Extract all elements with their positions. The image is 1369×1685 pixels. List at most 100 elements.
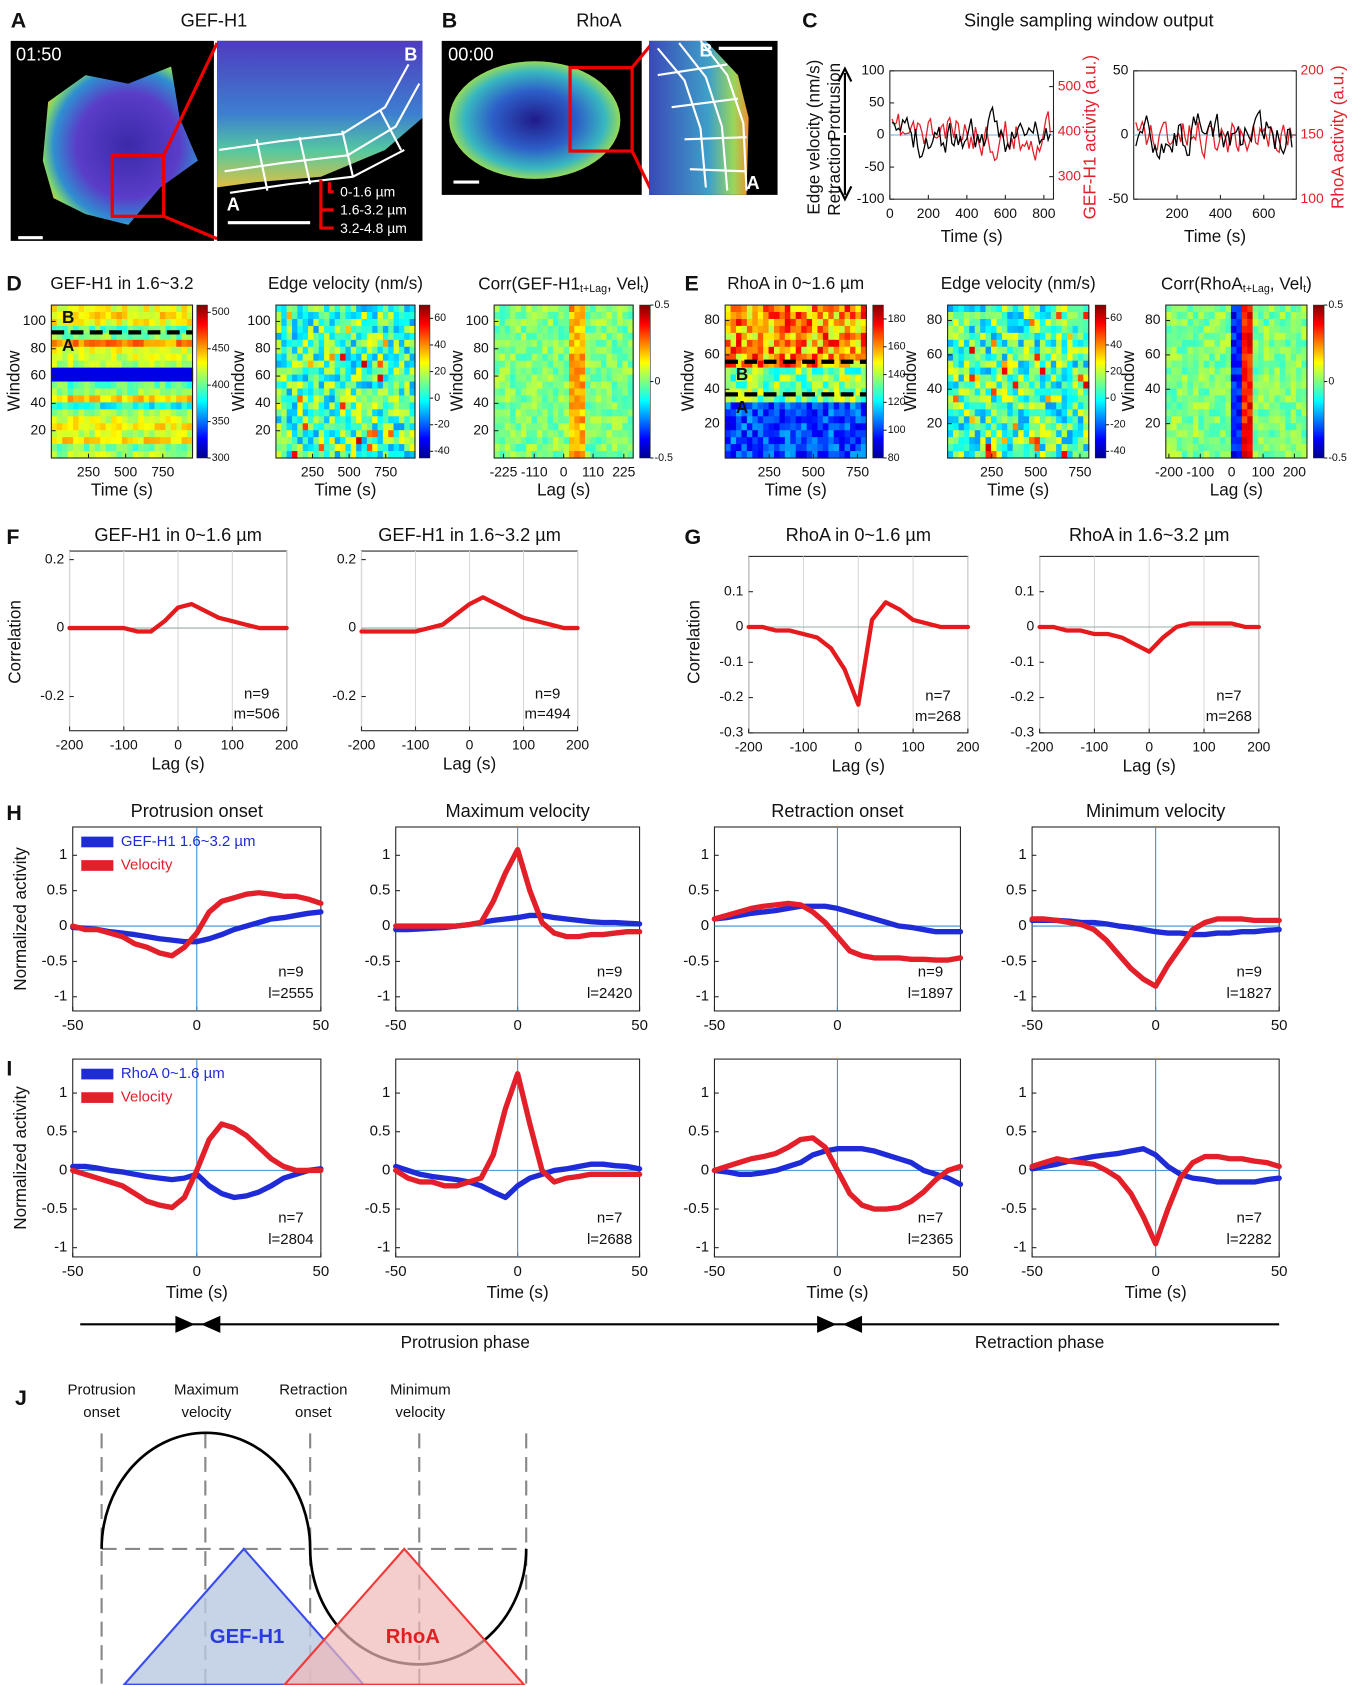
heatmap-cell (84, 368, 90, 376)
heatmap-cell (362, 347, 368, 355)
heatmap-cell (399, 340, 405, 348)
heatmap-cell (553, 437, 559, 445)
heatmap-cell (372, 416, 378, 424)
heatmap-cell (1220, 354, 1226, 362)
heatmap-cell (144, 416, 150, 424)
heatmap-cell (149, 340, 155, 348)
heatmap-cell (1220, 319, 1226, 327)
heatmap-cell (969, 368, 975, 376)
heatmap-cell (752, 437, 758, 445)
heatmap-cell (351, 423, 357, 431)
heatmap-cell (303, 305, 309, 313)
heatmap-cell (57, 361, 63, 369)
heatmap-cell (345, 444, 351, 452)
heatmap-cell (1051, 395, 1057, 403)
x-tick-label: -100 (1186, 464, 1214, 480)
heatmap-cell (122, 382, 128, 390)
panel-letter: G (685, 525, 702, 549)
heatmap-cell (1264, 409, 1270, 417)
heatmap-cell (948, 326, 954, 334)
heatmap-cell (324, 430, 330, 438)
heatmap-cell (601, 409, 607, 417)
heatmap-cell (1166, 395, 1172, 403)
heatmap-cell (823, 444, 829, 452)
heatmap-cell (1067, 430, 1073, 438)
heatmap-cell (828, 368, 834, 376)
band-label: 0-1.6 µm (340, 183, 395, 199)
heatmap-cell (297, 347, 303, 355)
heatmap-cell (1007, 430, 1013, 438)
heatmap-cell (1166, 423, 1172, 431)
heatmap-cell (308, 423, 314, 431)
heatmap-cell (1291, 340, 1297, 348)
heatmap-cell (991, 333, 997, 341)
heatmap-cell (617, 416, 623, 424)
panel-letter: J (15, 1386, 27, 1410)
heatmap-cell (313, 416, 319, 424)
heatmap-cell (276, 368, 282, 376)
heatmap-cell (287, 354, 293, 362)
heatmap-cell (351, 361, 357, 369)
heatmap-cell (1215, 409, 1221, 417)
heatmap-cell (122, 312, 128, 320)
heatmap-cell (758, 382, 764, 390)
heatmap-cell (287, 430, 293, 438)
heatmap-cell (975, 430, 981, 438)
heatmap-cell (499, 437, 505, 445)
heatmap-cell (345, 368, 351, 376)
heatmap-cell (823, 382, 829, 390)
heatmap-cell (807, 312, 813, 320)
heatmap-cell (558, 402, 564, 410)
heatmap-cell (84, 416, 90, 424)
heatmap-cell (769, 333, 775, 341)
heatmap-cell (1204, 361, 1210, 369)
heatmap-cell (839, 444, 845, 452)
y-tick-label: 0 (56, 619, 64, 635)
heatmap-cell (127, 430, 133, 438)
heatmap-cell (801, 444, 807, 452)
heatmap-cell (1247, 312, 1253, 320)
heatmap-cell (73, 368, 79, 376)
heatmap-cell (319, 375, 325, 383)
heatmap-cell (351, 395, 357, 403)
heatmap-cell (758, 437, 764, 445)
heatmap-cell (796, 388, 802, 396)
heatmap-cell (335, 430, 341, 438)
heatmap-cell (785, 326, 791, 334)
heatmap-cell (1269, 368, 1275, 376)
heatmap-cell (1247, 388, 1253, 396)
heatmap-cell (1285, 312, 1291, 320)
heatmap-cell (526, 305, 532, 313)
heatmap-cell (1285, 409, 1291, 417)
panel-title: RhoA in 0~1.6 µm (727, 274, 864, 293)
y-tick-label: 0 (877, 126, 885, 142)
heatmap-cell (1182, 319, 1188, 327)
heatmap-cell (1062, 402, 1068, 410)
heatmap-cell (1007, 409, 1013, 417)
heatmap-cell (1274, 354, 1280, 362)
heatmap-cell (510, 444, 516, 452)
heatmap-cell (969, 402, 975, 410)
heatmap-cell (553, 340, 559, 348)
x-axis-label: Time (s) (314, 481, 376, 500)
heatmap-cell (1078, 305, 1084, 313)
heatmap-cell (1231, 382, 1237, 390)
heatmap-cell (404, 430, 410, 438)
y-tick-label: 20 (473, 421, 489, 437)
heatmap-cell (590, 430, 596, 438)
heatmap-cell (828, 326, 834, 334)
heatmap-cell (1018, 395, 1024, 403)
heatmap-cell (1062, 409, 1068, 417)
heatmap-cell (303, 326, 309, 334)
heatmap-cell (779, 368, 785, 376)
heatmap-cell (558, 319, 564, 327)
heatmap-cell (499, 444, 505, 452)
heatmap-cell (1056, 430, 1062, 438)
heatmap-cell (1193, 368, 1199, 376)
y-tick-label: 20 (1145, 414, 1161, 430)
heatmap-cell (378, 395, 384, 403)
heatmap-cell (564, 423, 570, 431)
heatmap-cell (394, 444, 400, 452)
heatmap-cell (779, 409, 785, 417)
heatmap-cell (1215, 388, 1221, 396)
